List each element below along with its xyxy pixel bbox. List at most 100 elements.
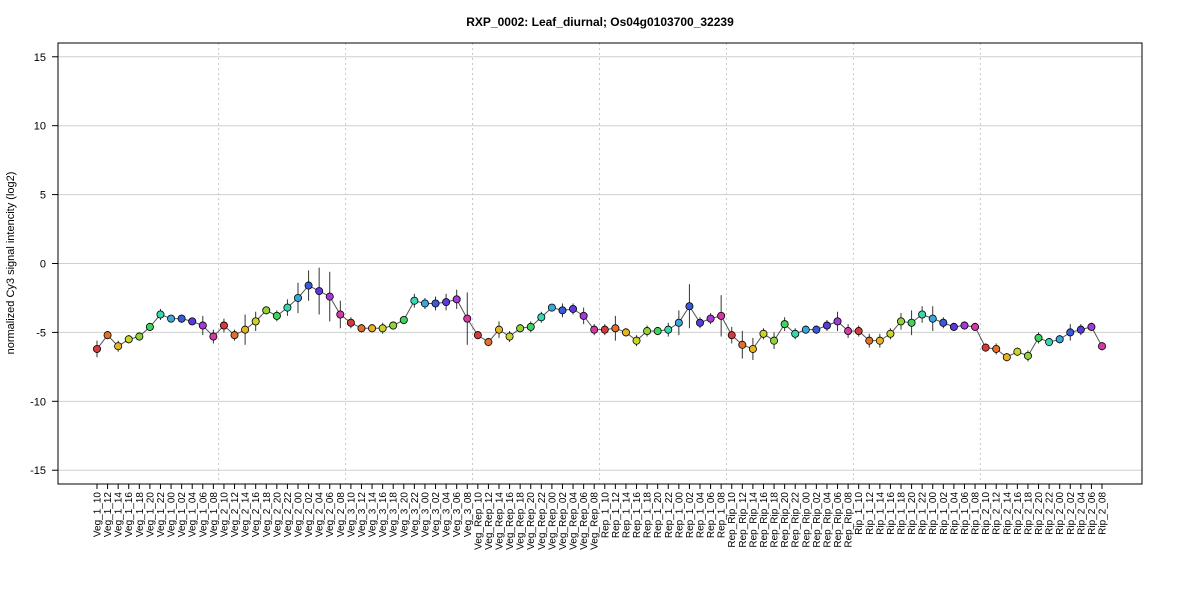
data-point xyxy=(124,335,133,344)
x-tick-label: Veg_3_14 xyxy=(368,492,379,537)
data-point xyxy=(1045,338,1054,347)
x-tick-label: Rep_1_20 xyxy=(653,492,664,539)
data-point xyxy=(177,314,186,323)
data-point xyxy=(812,325,821,334)
y-tick-label: -5 xyxy=(36,327,46,339)
x-tick-label: Rip_1_16 xyxy=(886,492,897,535)
data-point xyxy=(505,332,514,341)
data-point xyxy=(696,318,705,327)
data-point xyxy=(167,314,176,323)
data-point xyxy=(135,332,144,341)
data-point xyxy=(251,317,260,326)
x-tick-label: Veg_Rep_18 xyxy=(516,492,527,550)
data-point xyxy=(897,317,906,326)
data-point xyxy=(219,321,228,330)
y-tick-label: 10 xyxy=(34,121,46,133)
x-tick-label: Veg_1_06 xyxy=(198,492,209,537)
x-tick-label: Rep_1_22 xyxy=(664,492,675,539)
data-point xyxy=(452,295,461,304)
data-point xyxy=(156,310,165,319)
data-point xyxy=(336,310,345,319)
x-tick-label: Rep_1_14 xyxy=(621,492,632,539)
y-tick-label: 5 xyxy=(40,190,46,202)
x-tick-label: Veg_1_18 xyxy=(135,492,146,537)
y-tick-label: 0 xyxy=(40,259,46,271)
data-point xyxy=(844,327,853,336)
data-point xyxy=(992,344,1001,353)
data-point xyxy=(770,336,779,345)
data-point xyxy=(368,324,377,333)
x-tick-label: Rip_2_22 xyxy=(1045,492,1056,535)
data-point xyxy=(632,336,641,345)
x-tick-label: Rip_1_12 xyxy=(865,492,876,535)
x-tick-label: Rip_2_00 xyxy=(1055,492,1066,535)
grid-layer xyxy=(58,56,1142,471)
x-tick-label: Rep_1_10 xyxy=(600,492,611,539)
x-tick-label: Veg_1_12 xyxy=(103,492,114,537)
data-point xyxy=(748,344,757,353)
x-tick-label: Rep_Rip_16 xyxy=(759,492,770,548)
data-point xyxy=(643,327,652,336)
data-point xyxy=(833,317,842,326)
x-tick-label: Rep_1_18 xyxy=(643,492,654,539)
x-tick-label: Veg_3_06 xyxy=(452,492,463,537)
data-point xyxy=(558,306,567,315)
data-point xyxy=(918,310,927,319)
data-point xyxy=(949,322,958,331)
x-tick-label: Rep_Rip_04 xyxy=(822,492,833,548)
x-tick-label: Veg_Rep_04 xyxy=(569,492,580,550)
y-tick-label: 15 xyxy=(34,52,46,64)
x-tick-label: Rep_Rip_02 xyxy=(812,492,823,548)
data-point xyxy=(410,296,419,305)
x-tick-label: Rep_Rip_10 xyxy=(727,492,738,548)
data-point xyxy=(516,324,525,333)
x-tick-label: Veg_1_00 xyxy=(167,492,178,537)
data-point xyxy=(272,311,281,320)
data-point xyxy=(145,322,154,331)
x-tick-label: Veg_2_04 xyxy=(315,492,326,537)
data-point xyxy=(494,325,503,334)
data-point xyxy=(378,324,387,333)
x-tick-label: Rep_Rip_20 xyxy=(780,492,791,548)
x-tick-label: Veg_2_22 xyxy=(283,492,294,537)
x-tick-label: Rip_2_12 xyxy=(992,492,1003,535)
x-tick-label: Veg_1_22 xyxy=(156,492,167,537)
x-tick-label: Veg_2_08 xyxy=(336,492,347,537)
data-point xyxy=(1087,322,1096,331)
x-tick-label: Rip_1_04 xyxy=(949,492,960,535)
y-axis: -15 -10 -5 0 5 10 15 xyxy=(30,52,58,477)
data-point xyxy=(420,299,429,308)
plot-frame xyxy=(57,42,1143,485)
x-tick-label: Rip_2_18 xyxy=(1023,492,1034,535)
x-tick-label: Veg_Rep_16 xyxy=(505,492,516,550)
y-tick-label: -10 xyxy=(30,396,46,408)
x-tick-label: Rep_1_12 xyxy=(611,492,622,539)
x-tick-label: Veg_Rep_22 xyxy=(537,492,548,550)
data-point xyxy=(114,342,123,351)
x-tick-label: Veg_3_22 xyxy=(410,492,421,537)
x-tick-label: Veg_2_18 xyxy=(262,492,273,537)
x-tick-label: Rip_1_22 xyxy=(918,492,929,535)
x-tick-label: Veg_Rep_10 xyxy=(473,492,484,550)
data-point xyxy=(357,324,366,333)
x-tick-label: Veg_3_12 xyxy=(357,492,368,537)
x-tick-label: Veg_Rep_12 xyxy=(484,492,495,550)
data-point xyxy=(854,327,863,336)
data-point xyxy=(1013,347,1022,356)
data-point xyxy=(727,331,736,340)
x-tick-label: Rep_Rip_00 xyxy=(801,492,812,548)
x-tick-label: Rep_1_04 xyxy=(696,492,707,539)
x-tick-label: Rip_2_08 xyxy=(1098,492,1109,535)
x-tick-label: Veg_Rep_20 xyxy=(526,492,537,550)
x-axis: Veg_1_10 Veg_1_12 Veg_1_14 Veg_1_16 Veg_1_18… xyxy=(93,484,1109,550)
data-point xyxy=(1055,335,1064,344)
x-tick-label: Rep_1_06 xyxy=(706,492,717,539)
data-point xyxy=(262,306,271,315)
data-point xyxy=(928,314,937,323)
data-point xyxy=(600,325,609,334)
x-tick-label: Rip_2_06 xyxy=(1087,492,1098,535)
x-tick-label: Rip_2_16 xyxy=(1013,492,1024,535)
data-point xyxy=(738,340,747,349)
x-tick-label: Veg_2_16 xyxy=(251,492,262,537)
x-tick-label: Rip_1_08 xyxy=(971,492,982,535)
